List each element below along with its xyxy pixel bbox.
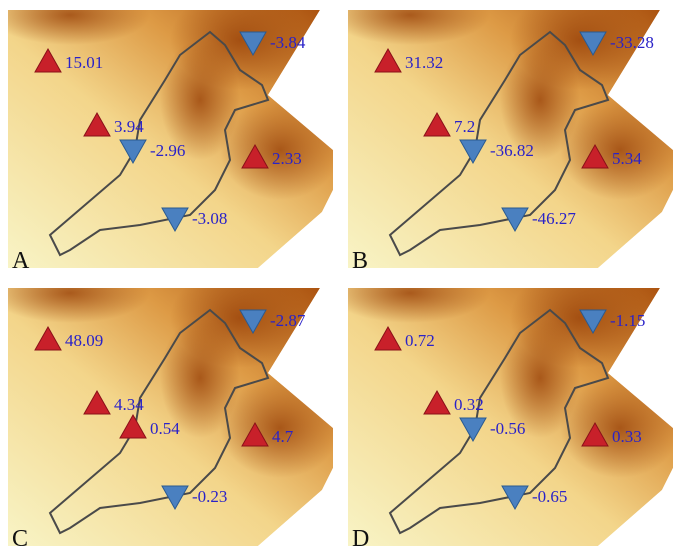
marker-value: -3.08: [192, 209, 227, 228]
marker-value: 0.54: [150, 419, 180, 438]
marker-value: 2.33: [272, 149, 302, 168]
terrain: [0, 263, 340, 546]
marker-value: -3.84: [270, 33, 306, 52]
figure: 15.01 3.94 -2.96 2.33 -3.84 -3.08 A 31.32 7.2 -36…: [0, 0, 675, 546]
marker-value: -33.28: [610, 33, 654, 52]
marker-value: -46.27: [532, 209, 576, 228]
panel-label: C: [12, 526, 28, 546]
marker-value: 4.34: [114, 395, 144, 414]
map-panel: 48.09 4.34 0.54 4.7 -2.87 -0.23 C: [0, 263, 340, 546]
marker-value: 4.7: [272, 427, 294, 446]
marker-value: 0.72: [405, 331, 435, 350]
marker-value: 0.33: [612, 427, 642, 446]
terrain: [330, 263, 675, 546]
marker-value: -1.15: [610, 311, 645, 330]
marker-value: 15.01: [65, 53, 103, 72]
panel-label: B: [352, 248, 368, 274]
marker-value: 3.94: [114, 117, 144, 136]
marker-value: -0.65: [532, 487, 567, 506]
panel-label: A: [12, 248, 30, 274]
marker-value: -0.23: [192, 487, 227, 506]
marker-value: 48.09: [65, 331, 103, 350]
map-panel: 0.72 0.32 -0.56 0.33 -1.15 -0.65 D: [330, 263, 675, 546]
marker-value: -2.87: [270, 311, 306, 330]
map-panel: 31.32 7.2 -36.82 5.34 -33.28 -46.27 B: [330, 0, 675, 274]
map-panel: 15.01 3.94 -2.96 2.33 -3.84 -3.08 A: [0, 0, 340, 274]
marker-value: -2.96: [150, 141, 185, 160]
marker-value: 5.34: [612, 149, 642, 168]
marker-value: 7.2: [454, 117, 475, 136]
marker-value: -36.82: [490, 141, 534, 160]
panel-label: D: [352, 526, 369, 546]
marker-value: -0.56: [490, 419, 525, 438]
marker-value: 31.32: [405, 53, 443, 72]
marker-value: 0.32: [454, 395, 484, 414]
